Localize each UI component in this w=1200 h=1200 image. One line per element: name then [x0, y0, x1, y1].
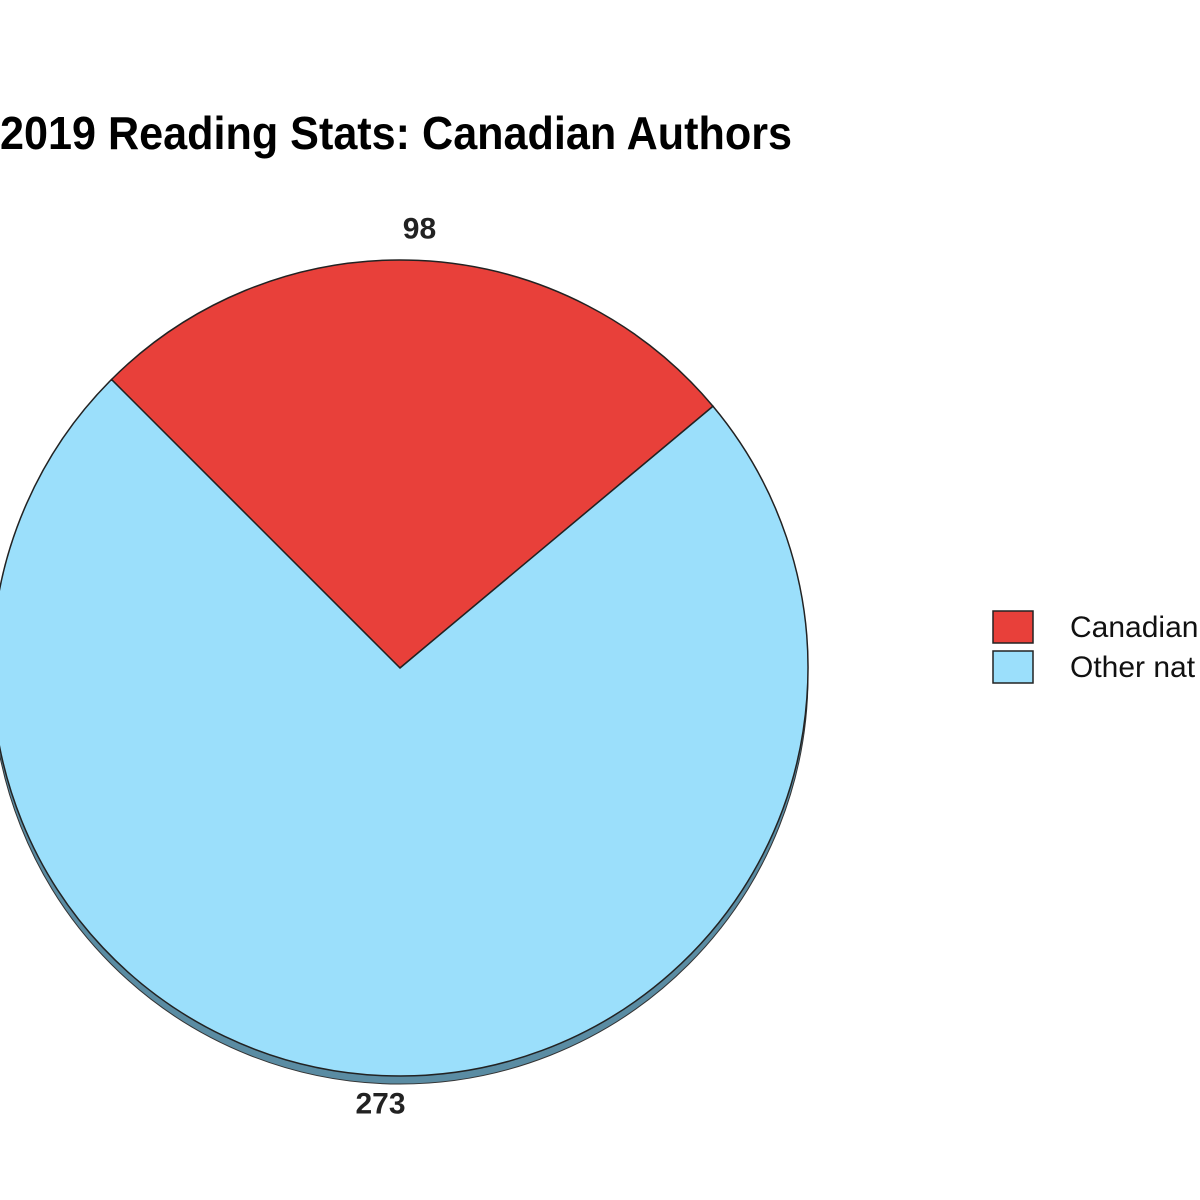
- pie-slice: [0, 378, 809, 1077]
- legend-label: Other nat: [1070, 651, 1196, 684]
- legend-label: Canadian: [1070, 611, 1198, 644]
- legend-swatch: [992, 650, 1034, 684]
- value-label: 98: [403, 212, 436, 245]
- legend-swatch: [992, 610, 1034, 644]
- chart-title: 2019 Reading Stats: Canadian Authors: [0, 107, 792, 159]
- pie-slice: [110, 259, 715, 670]
- value-label: 273: [356, 1087, 406, 1120]
